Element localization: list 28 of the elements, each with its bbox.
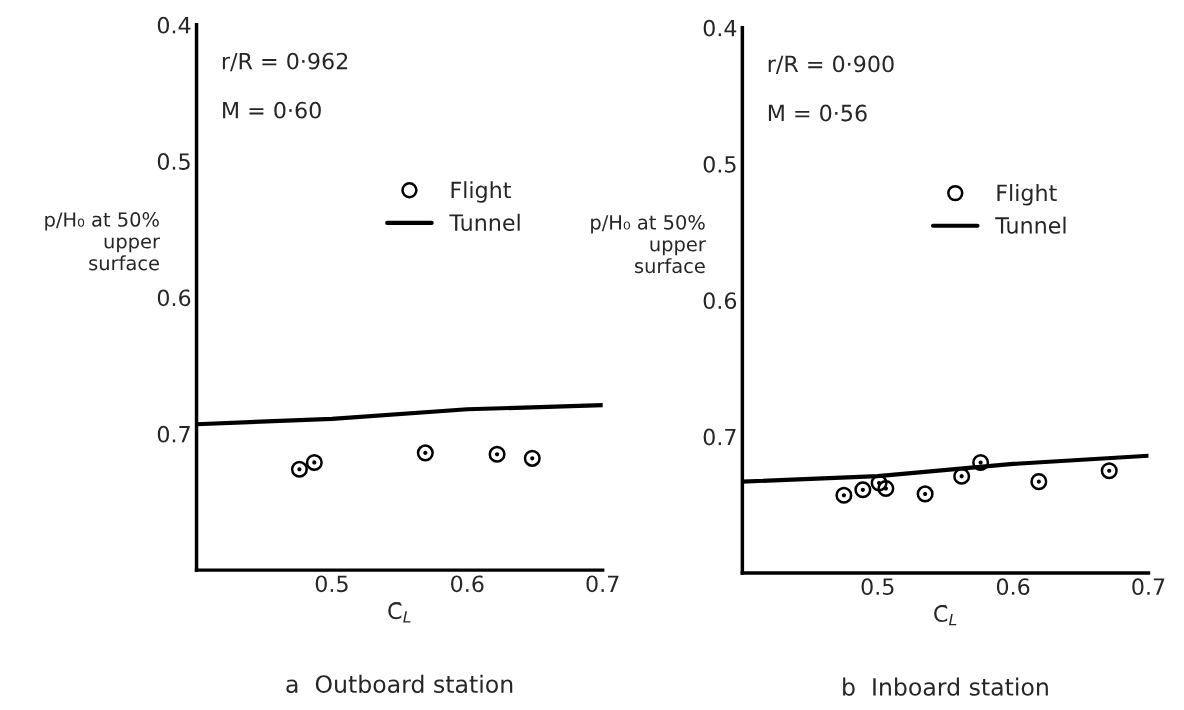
legend-label: Flight: [451, 181, 511, 203]
x-tick-label: 0.6: [451, 575, 484, 593]
text: b Inboard station: [843, 677, 1048, 696]
annotation: r/R = 0·900: [768, 55, 894, 75]
x-tick-label: 0.5: [861, 578, 894, 596]
x-axis-title: C̄$_{L}$: [934, 605, 957, 626]
y-axis-title: p/H₀ at 50% upper surface: [45, 212, 160, 271]
x-tick-label: 0.5: [315, 575, 348, 593]
y-tick-label: 0.4: [157, 16, 191, 34]
x-tick-label: 0.7: [586, 575, 619, 593]
annotation: r/R = 0·962: [222, 52, 348, 72]
y-tick-label: 0.5: [703, 155, 736, 173]
y-tick-label: 0.6: [703, 292, 737, 310]
y-tick-label: 0.4: [703, 19, 737, 37]
x-tick-label: 0.7: [1132, 578, 1165, 596]
y-tick-label: 0.6: [157, 289, 191, 307]
legend-label: Tunnel: [449, 213, 520, 231]
y-tick-label: 0.7: [703, 428, 736, 446]
y-axis-title: p/H₀ at 50% upper surface: [591, 214, 706, 274]
annotation: M = 0·60: [223, 101, 321, 119]
x-tick-label: 0.6: [996, 578, 1030, 596]
y-tick-label: 0.7: [157, 425, 190, 443]
y-tick-label: 0.5: [157, 153, 190, 170]
x-axis-title: C̄$_{L}$: [388, 602, 411, 623]
legend-label: Tunnel: [995, 216, 1066, 234]
text: a Outboard station: [286, 674, 513, 693]
annotation: M = 0·56: [768, 104, 867, 122]
legend-label: Flight: [997, 184, 1057, 206]
